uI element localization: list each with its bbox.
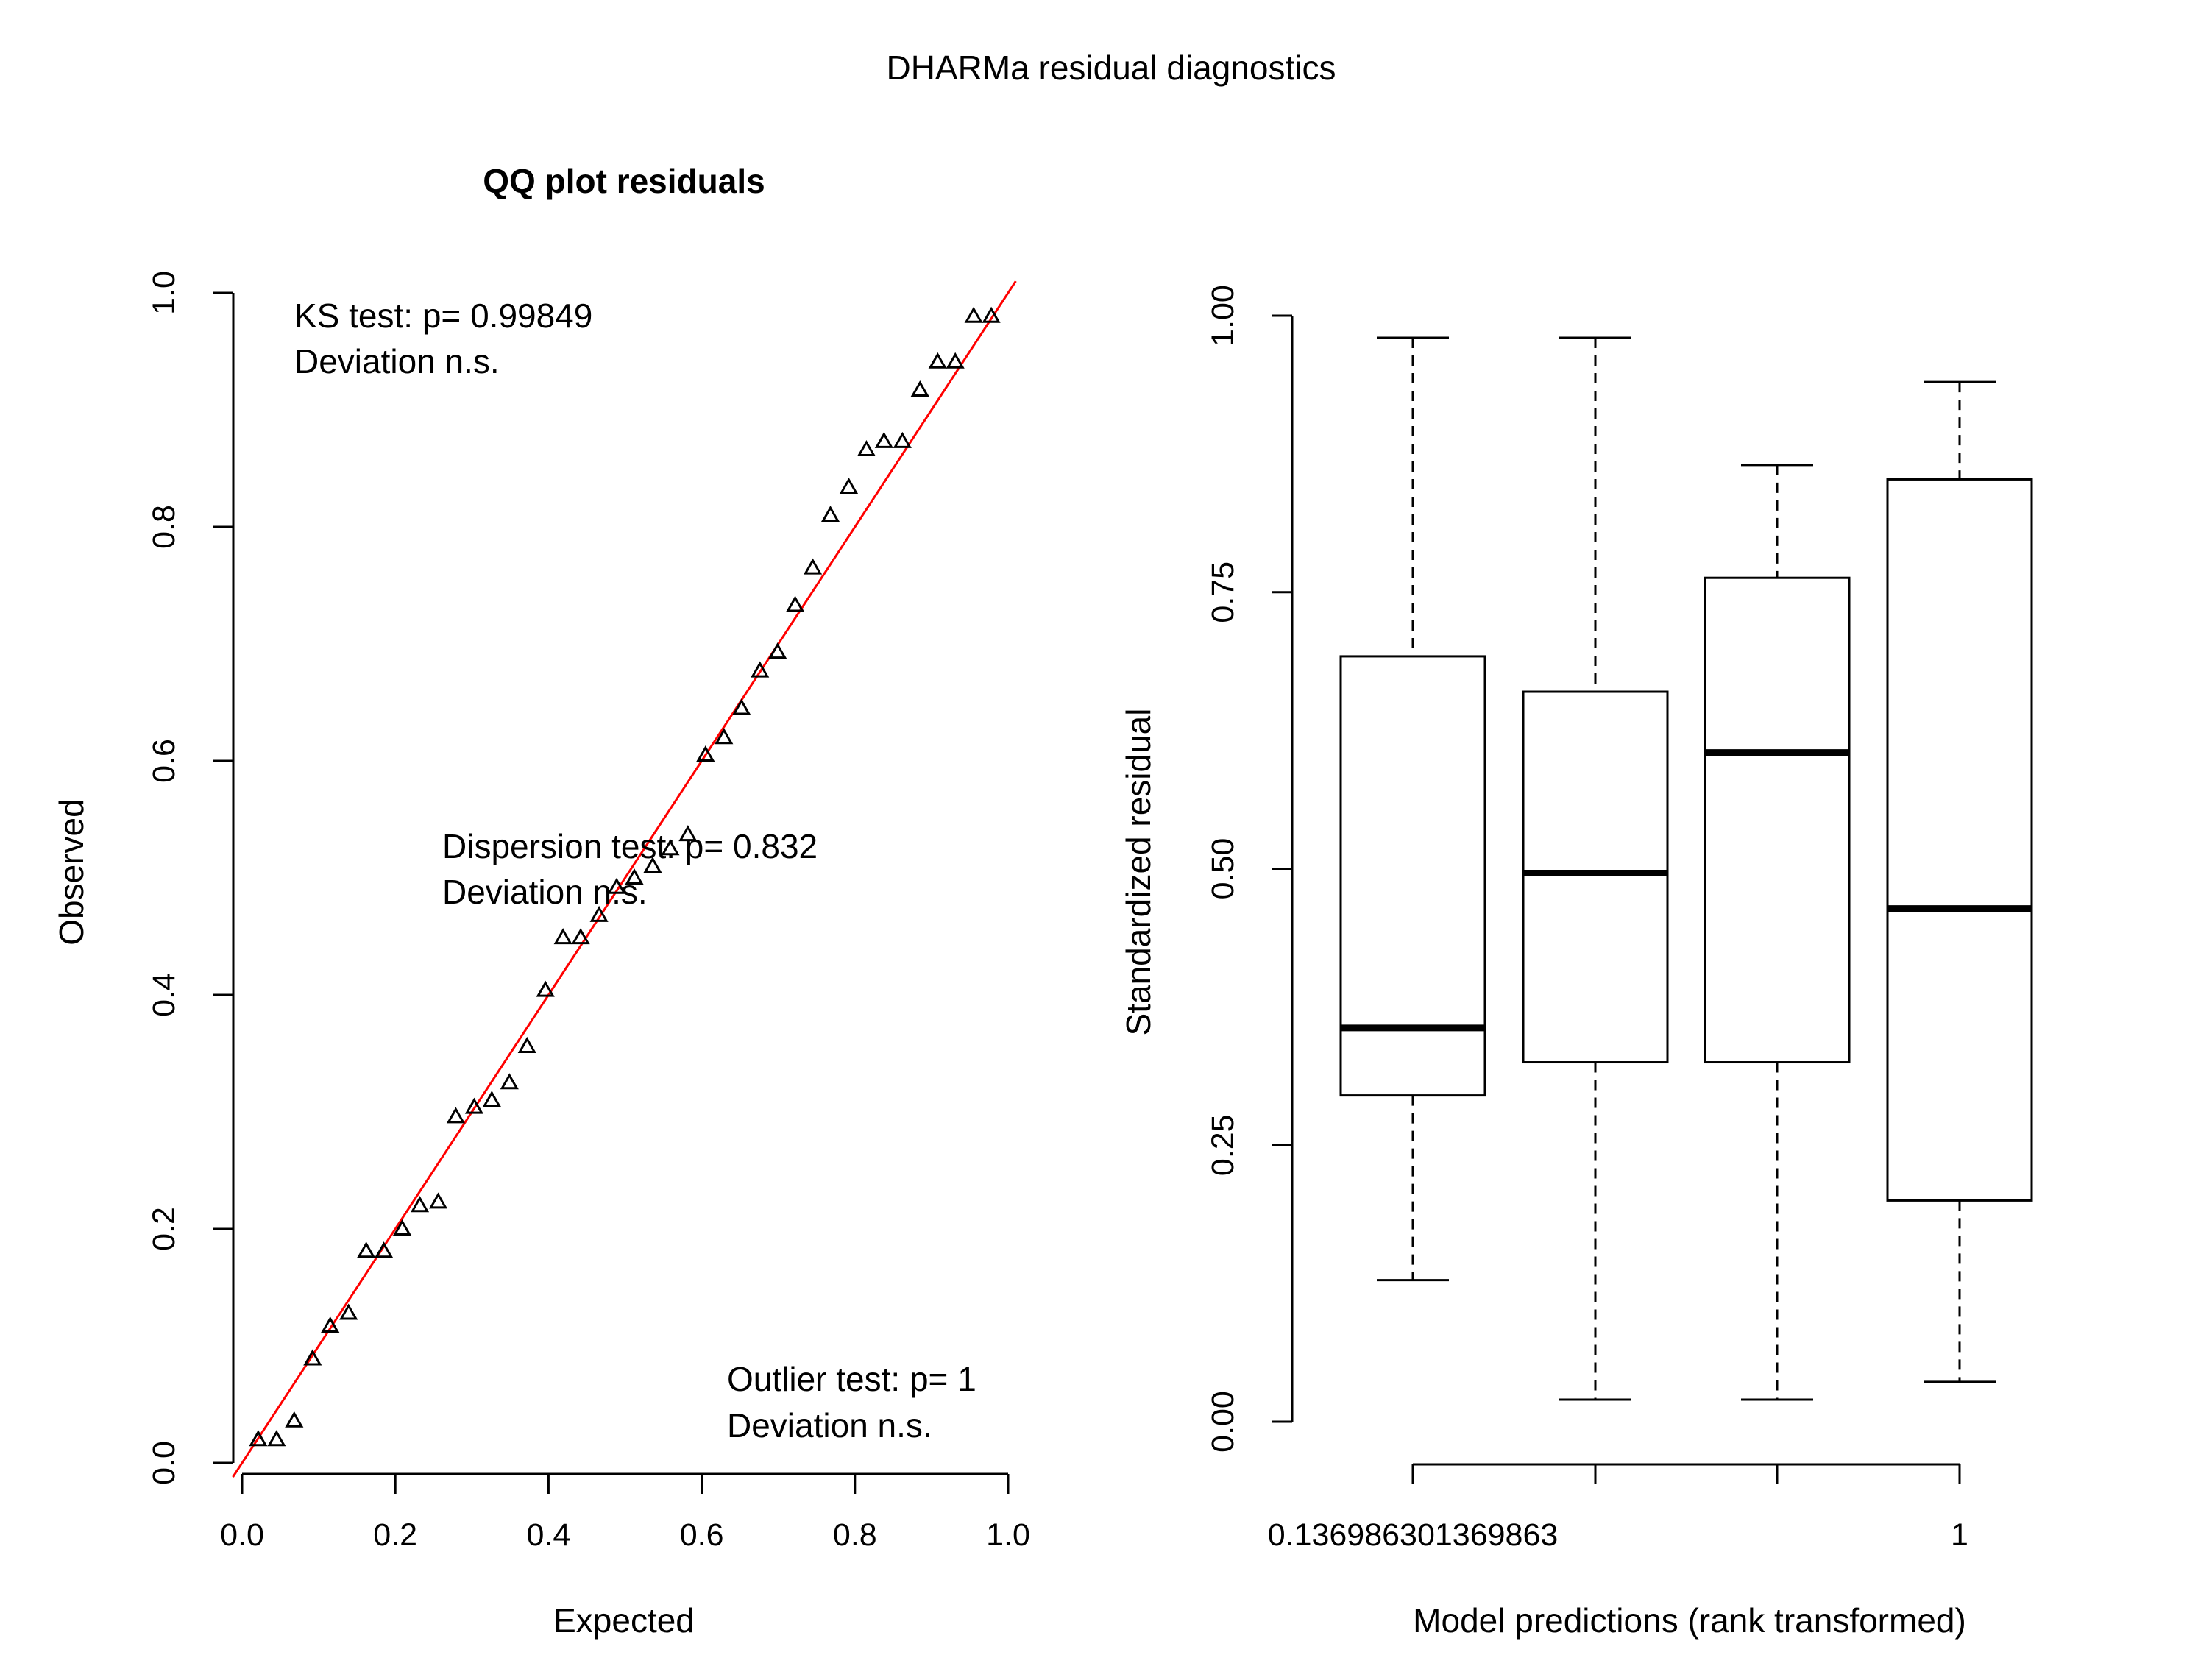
qq-point (803, 558, 823, 575)
qq-y-axis-label: Observed (52, 798, 91, 945)
qq-point (910, 380, 929, 397)
qq-point (339, 1303, 358, 1320)
qq-point (820, 506, 840, 522)
boxplot-group (1886, 380, 2033, 1383)
qq-point (839, 477, 859, 494)
qq-point (553, 928, 572, 945)
box-x-tick-label: 0.136986301369863 (1268, 1517, 1559, 1553)
iqr-box (1522, 690, 1669, 1064)
qq-point (500, 1073, 519, 1090)
qq-point (303, 1349, 322, 1366)
qq-point (768, 642, 787, 659)
qq-point (643, 857, 662, 873)
qq-y-tick-label: 0.2 (146, 1207, 182, 1251)
qq-point (589, 905, 609, 922)
box-y-tick-label: 0.50 (1205, 838, 1241, 900)
box-y-tick-label: 1.00 (1205, 285, 1241, 347)
qq-x-tick-label: 0.2 (373, 1517, 417, 1553)
dispersion-test-text: Dispersion test: p= 0.832 (442, 827, 818, 865)
qq-point (428, 1192, 448, 1209)
qq-point (946, 352, 965, 369)
outlier-test-text: Outlier test: p= 1 (727, 1360, 976, 1398)
qq-x-tick-label: 1.0 (986, 1517, 1030, 1553)
box-y-tick-label: 0.00 (1205, 1391, 1241, 1453)
qq-x-tick-label: 0.4 (527, 1517, 571, 1553)
qq-point (357, 1241, 376, 1258)
qq-point (696, 745, 715, 762)
qq-point (249, 1430, 268, 1447)
qq-point (517, 1036, 536, 1053)
qq-point (392, 1219, 412, 1236)
qq-y-tick-label: 0.6 (146, 739, 182, 783)
iqr-box (1339, 655, 1486, 1097)
box-x-axis-label: Model predictions (rank transformed) (1413, 1601, 1966, 1640)
qq-point (661, 839, 680, 856)
box-y-tick-label: 0.25 (1205, 1114, 1241, 1176)
boxplot-group (1522, 336, 1669, 1401)
box-x-tick-label: 1 (1951, 1517, 1968, 1553)
qq-point (625, 868, 644, 885)
qq-point (751, 661, 770, 678)
qq-point (607, 877, 626, 894)
qq-point (410, 1196, 430, 1213)
qq-point (678, 825, 698, 842)
qq-point (893, 431, 912, 448)
ks-test-text: KS test: p= 0.99849 (294, 297, 592, 335)
boxplot-group (1704, 464, 1851, 1401)
qq-y-tick-label: 0.8 (146, 505, 182, 549)
qq-point (715, 728, 734, 745)
iqr-box (1704, 576, 1851, 1064)
qq-point (464, 1097, 484, 1114)
residual-boxplot-panel: 0.00 0.25 0.50 0.75 1.00 0.136986301369863 1 M… (1119, 285, 2033, 1640)
qq-point (267, 1430, 286, 1447)
qq-point (321, 1316, 340, 1333)
qq-point (982, 306, 1001, 323)
qq-point (482, 1091, 501, 1107)
qq-point (536, 980, 555, 997)
qq-point (786, 595, 805, 612)
qq-y-tick-label: 0.0 (146, 1441, 182, 1485)
qq-point (874, 431, 893, 448)
qq-x-tick-label: 0.8 (833, 1517, 877, 1553)
qq-point (857, 440, 876, 457)
box-y-tick-label: 0.75 (1205, 561, 1241, 623)
qq-reference-line (232, 280, 1017, 1478)
qq-point (285, 1411, 304, 1428)
qq-y-tick-label: 0.4 (146, 973, 182, 1017)
boxplot-group (1339, 336, 1486, 1282)
qq-point (446, 1107, 466, 1124)
iqr-box (1886, 478, 2033, 1202)
qq-plot-panel: QQ plot residuals 0.0 0.2 0.4 0.6 0.8 1.0 0.0 0… (52, 162, 1030, 1640)
dispersion-deviation-text: Deviation n.s. (442, 873, 648, 911)
box-y-axis-label: Standardized residual (1119, 709, 1158, 1036)
qq-x-tick-label: 0.6 (680, 1517, 724, 1553)
qq-point (375, 1241, 394, 1258)
qq-x-axis-label: Expected (553, 1601, 695, 1640)
qq-x-tick-label: 0.0 (220, 1517, 264, 1553)
qq-point (732, 698, 751, 715)
qq-point (964, 306, 983, 323)
outlier-deviation-text: Deviation n.s. (727, 1406, 932, 1445)
qq-point (928, 352, 947, 369)
qq-point (571, 928, 590, 945)
figure-title: DHARMa residual diagnostics (886, 49, 1336, 87)
qq-y-tick-label: 1.0 (146, 271, 182, 315)
ks-deviation-text: Deviation n.s. (294, 342, 500, 380)
qq-plot-title: QQ plot residuals (483, 162, 765, 200)
